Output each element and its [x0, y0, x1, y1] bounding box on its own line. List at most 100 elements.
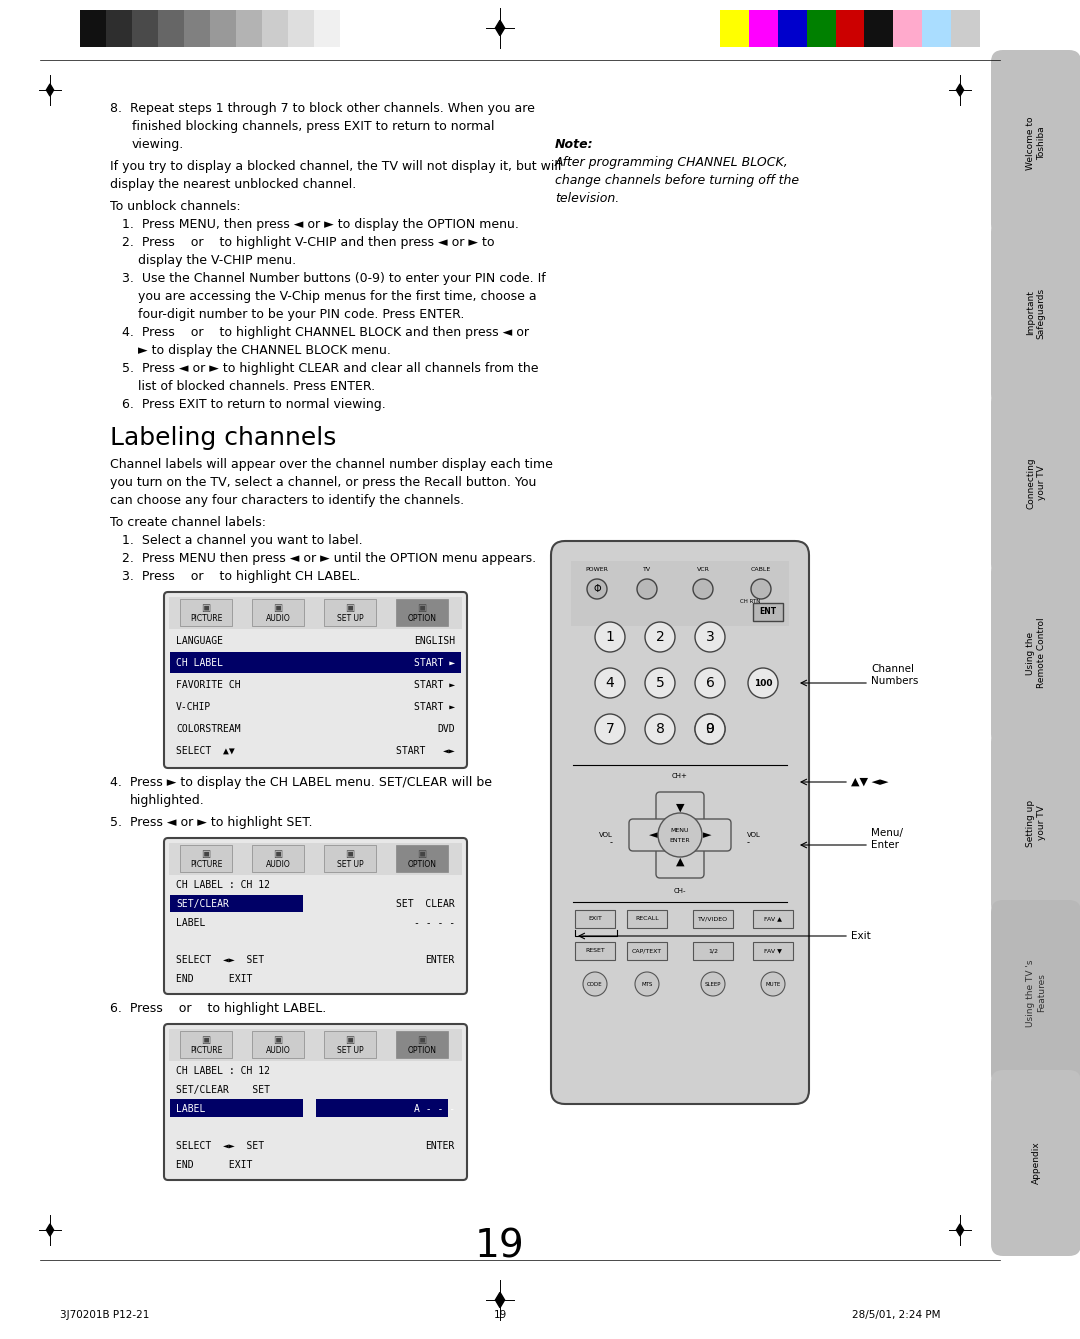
Text: you are accessing the V-Chip menus for the first time, choose a: you are accessing the V-Chip menus for t…	[138, 291, 537, 303]
Text: ▣: ▣	[273, 849, 283, 860]
Bar	[893, 9, 922, 47]
Polygon shape	[46, 1224, 54, 1236]
Bar	[252, 1031, 303, 1058]
Circle shape	[595, 668, 625, 698]
Bar	[237, 9, 262, 47]
Text: SET UP: SET UP	[337, 860, 363, 869]
Bar	[168, 597, 462, 629]
Bar	[571, 561, 789, 627]
Bar	[627, 943, 667, 960]
Text: ▣: ▣	[417, 1035, 427, 1044]
Text: 3.  Use the Channel Number buttons (0-9) to enter your PIN code. If: 3. Use the Channel Number buttons (0-9) …	[122, 272, 545, 285]
Text: To unblock channels:: To unblock channels:	[110, 200, 241, 213]
Text: Welcome to
Toshiba: Welcome to Toshiba	[1026, 116, 1045, 170]
Text: list of blocked channels. Press ENTER.: list of blocked channels. Press ENTER.	[138, 380, 375, 394]
Polygon shape	[496, 20, 504, 36]
Circle shape	[761, 972, 785, 996]
Circle shape	[696, 714, 725, 744]
Bar	[158, 9, 184, 47]
FancyBboxPatch shape	[656, 791, 704, 823]
Text: LANGUAGE: LANGUAGE	[176, 636, 222, 645]
Circle shape	[595, 714, 625, 744]
Text: 7: 7	[606, 722, 615, 736]
Text: OPTION: OPTION	[407, 860, 436, 869]
FancyBboxPatch shape	[551, 541, 809, 1103]
Text: LABEL: LABEL	[176, 1103, 205, 1114]
Bar	[210, 9, 237, 47]
Text: 2.  Press    or    to highlight V-CHIP and then press ◄ or ► to: 2. Press or to highlight V-CHIP and then…	[122, 236, 495, 249]
Bar	[864, 9, 893, 47]
Text: viewing.: viewing.	[132, 138, 185, 151]
Text: MENU: MENU	[671, 828, 689, 833]
Text: highlighted.: highlighted.	[130, 794, 205, 807]
Bar	[324, 845, 376, 872]
Text: RESET: RESET	[585, 948, 605, 953]
Bar	[80, 9, 106, 47]
Text: CODE: CODE	[588, 981, 603, 987]
Text: FAV ▼: FAV ▼	[764, 948, 782, 953]
Text: RECALL: RECALL	[635, 916, 659, 921]
Text: SELECT  ◄►  SET: SELECT ◄► SET	[176, 1141, 265, 1152]
Text: ▣: ▣	[201, 1035, 211, 1044]
Bar	[252, 845, 303, 872]
FancyBboxPatch shape	[991, 560, 1080, 746]
Text: 1: 1	[606, 631, 615, 644]
Bar	[314, 9, 340, 47]
Text: PICTURE: PICTURE	[190, 1046, 222, 1055]
Text: START ►: START ►	[414, 702, 455, 712]
FancyBboxPatch shape	[991, 50, 1080, 236]
Text: 28/5/01, 2:24 PM: 28/5/01, 2:24 PM	[851, 1310, 940, 1320]
Text: OPTION: OPTION	[407, 1046, 436, 1055]
Text: EXIT: EXIT	[589, 916, 602, 921]
Text: PICTURE: PICTURE	[190, 615, 222, 623]
Text: START ►: START ►	[414, 680, 455, 690]
Bar	[753, 943, 793, 960]
Text: 3J70201B P12-21: 3J70201B P12-21	[60, 1310, 149, 1320]
Text: ► to display the CHANNEL BLOCK menu.: ► to display the CHANNEL BLOCK menu.	[138, 344, 391, 358]
Text: ▲: ▲	[676, 857, 685, 866]
Text: START ►: START ►	[414, 657, 455, 668]
Circle shape	[637, 578, 657, 599]
Text: DVD: DVD	[437, 724, 455, 734]
Text: AUDIO: AUDIO	[266, 860, 291, 869]
FancyBboxPatch shape	[164, 1024, 467, 1180]
Text: FAVORITE CH: FAVORITE CH	[176, 680, 241, 690]
Text: TV: TV	[643, 566, 651, 572]
Text: FAV ▲: FAV ▲	[764, 916, 782, 921]
Text: 5.  Press ◄ or ► to highlight SET.: 5. Press ◄ or ► to highlight SET.	[110, 815, 312, 829]
Text: ▣: ▣	[346, 1035, 354, 1044]
Text: 1/2: 1/2	[708, 948, 718, 953]
Text: SET  CLEAR: SET CLEAR	[396, 898, 455, 909]
Text: AUDIO: AUDIO	[266, 1046, 291, 1055]
Bar	[396, 845, 448, 872]
Circle shape	[595, 623, 625, 652]
Text: ▼: ▼	[676, 803, 685, 813]
Text: ENTER: ENTER	[426, 1141, 455, 1152]
Bar	[693, 943, 733, 960]
Bar	[184, 9, 210, 47]
Bar	[168, 1028, 462, 1060]
Text: Labeling channels: Labeling channels	[110, 426, 336, 450]
Text: Menu/
Enter: Menu/ Enter	[870, 829, 903, 850]
Polygon shape	[957, 84, 963, 96]
Circle shape	[751, 578, 771, 599]
FancyBboxPatch shape	[991, 730, 1080, 916]
Bar	[324, 1031, 376, 1058]
Text: CH RTN: CH RTN	[740, 599, 760, 604]
Text: -: -	[747, 838, 750, 848]
Text: Note:: Note:	[555, 138, 594, 151]
Circle shape	[693, 578, 713, 599]
Bar	[288, 9, 314, 47]
FancyBboxPatch shape	[991, 220, 1080, 406]
Bar	[170, 1099, 302, 1117]
FancyBboxPatch shape	[656, 846, 704, 878]
Text: 19: 19	[494, 1310, 507, 1320]
Text: 4.  Press    or    to highlight CHANNEL BLOCK and then press ◄ or: 4. Press or to highlight CHANNEL BLOCK a…	[122, 325, 529, 339]
Text: ▣: ▣	[201, 603, 211, 613]
Circle shape	[645, 623, 675, 652]
Text: 9: 9	[705, 722, 715, 736]
Text: finished blocking channels, press EXIT to return to normal: finished blocking channels, press EXIT t…	[132, 121, 495, 133]
Polygon shape	[957, 1224, 963, 1236]
Circle shape	[701, 972, 725, 996]
Bar	[575, 943, 615, 960]
